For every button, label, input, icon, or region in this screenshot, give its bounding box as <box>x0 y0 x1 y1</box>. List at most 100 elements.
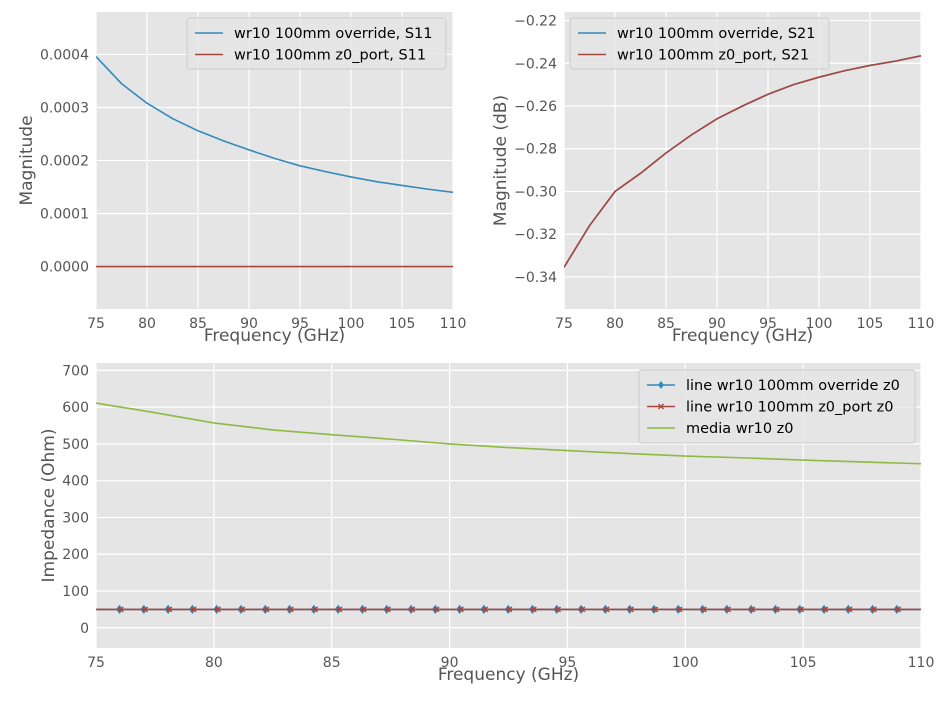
x-tick-label: 105 <box>790 655 817 671</box>
y-tick-label: 0 <box>80 621 89 637</box>
data-point-marker <box>822 606 829 613</box>
data-point-marker <box>312 606 319 613</box>
y-tick-label: 700 <box>62 363 89 379</box>
data-point-marker <box>652 606 659 613</box>
y-tick-label: −0.28 <box>514 142 557 158</box>
legend-marker <box>658 381 664 389</box>
data-point-marker <box>239 606 246 613</box>
data-point-marker <box>530 606 537 613</box>
data-point-marker <box>287 606 294 613</box>
legend-label: wr10 100mm z0_port, S11 <box>234 48 426 64</box>
x-tick-label: 80 <box>606 316 624 332</box>
legend-label: media wr10 z0 <box>686 421 794 437</box>
x-tick-label: 75 <box>87 316 105 332</box>
y-tick-label: −0.30 <box>514 184 557 200</box>
x-tick-label: 105 <box>389 316 416 332</box>
x-axis-label: Frequency (GHz) <box>204 326 345 346</box>
data-point-marker <box>142 606 149 613</box>
x-tick-label: 95 <box>291 316 309 332</box>
x-tick-label: 75 <box>87 655 105 671</box>
y-tick-label: 100 <box>62 584 89 600</box>
x-tick-label: 110 <box>440 316 467 332</box>
y-tick-label: −0.24 <box>514 56 557 72</box>
x-tick-label: 85 <box>323 655 341 671</box>
y-axis-label: Magnitude <box>17 115 37 205</box>
x-tick-label: 80 <box>138 316 156 332</box>
y-tick-label: −0.26 <box>514 99 557 115</box>
x-axis-label: Frequency (GHz) <box>672 326 813 346</box>
data-point-marker <box>797 606 804 613</box>
x-tick-label: 100 <box>338 316 365 332</box>
data-point-marker <box>627 606 634 613</box>
chart-panel-3: 75 80 85 90 95 100 105 110 0 100 200 300 400 500 600 70… <box>39 363 934 685</box>
x-tick-label: 100 <box>672 655 699 671</box>
data-point-marker <box>409 606 416 613</box>
chart-panel-2: 75 80 85 90 95 100 105 110 −0.34 −0.32 −0.30 −0.28 −… <box>491 12 934 346</box>
data-point-marker <box>555 606 562 613</box>
x-tick-label: 85 <box>189 316 207 332</box>
data-point-marker <box>433 606 440 613</box>
legend-label: wr10 100mm z0_port, S21 <box>617 48 809 64</box>
x-tick-label: 90 <box>708 316 726 332</box>
data-point-marker <box>457 606 464 613</box>
y-tick-label: 300 <box>62 510 89 526</box>
y-axis-label: Impedance (Ohm) <box>39 429 59 583</box>
x-tick-label: 80 <box>205 655 223 671</box>
y-tick-label: −0.32 <box>514 227 557 243</box>
data-point-marker <box>749 606 756 613</box>
y-tick-label: 0.0000 <box>40 260 89 276</box>
y-tick-label: 600 <box>62 400 89 416</box>
x-tick-label: 85 <box>657 316 675 332</box>
legend-label: line wr10 100mm z0_port z0 <box>686 400 893 416</box>
x-tick-label: 90 <box>240 316 258 332</box>
data-point-marker <box>700 606 707 613</box>
x-tick-label: 105 <box>857 316 884 332</box>
y-tick-label: 400 <box>62 474 89 490</box>
x-tick-label: 100 <box>806 316 833 332</box>
legend-label: wr10 100mm override, S11 <box>234 26 432 42</box>
legend-box <box>186 17 447 70</box>
y-tick-label: 0.0001 <box>40 207 89 223</box>
data-point-marker <box>384 606 391 613</box>
x-axis-label: Frequency (GHz) <box>438 665 579 685</box>
x-tick-label: 95 <box>559 655 577 671</box>
data-point-marker <box>725 606 732 613</box>
y-axis-label: Magnitude (dB) <box>491 95 511 226</box>
chart-panel-1: 75 80 85 90 95 100 105 110 0.0000 0.0001 0.0002 0.0… <box>17 12 466 346</box>
legend-label: line wr10 100mm override z0 <box>686 378 900 394</box>
series-line-1 <box>96 56 453 194</box>
legend: wr10 100mm override, S11 wr10 100mm z0_po… <box>186 17 447 70</box>
legend: wr10 100mm override, S21 wr10 100mm z0_po… <box>569 17 830 70</box>
data-point-marker <box>482 606 489 613</box>
legend-box <box>638 369 916 444</box>
data-point-marker <box>506 606 513 613</box>
data-point-marker <box>773 606 780 613</box>
data-point-marker <box>117 606 124 613</box>
x-tick-label: 110 <box>908 316 935 332</box>
y-tick-label: 500 <box>62 437 89 453</box>
data-point-marker <box>360 606 367 613</box>
y-tick-label: 200 <box>62 547 89 563</box>
y-tick-label: 0.0004 <box>40 47 89 63</box>
data-point-marker <box>870 606 877 613</box>
legend-box <box>569 17 830 70</box>
y-tick-label: −0.22 <box>514 14 557 30</box>
y-tick-label: 0.0003 <box>40 100 89 116</box>
legend-label: wr10 100mm override, S21 <box>617 26 815 42</box>
data-point-marker <box>579 606 586 613</box>
y-tick-label: −0.34 <box>514 270 557 286</box>
series-line-3 <box>96 402 921 465</box>
data-point-marker <box>336 606 343 613</box>
x-tick-label: 110 <box>908 655 935 671</box>
data-point-marker <box>895 606 902 613</box>
series-line-2 <box>564 55 921 268</box>
data-point-marker <box>214 606 221 613</box>
data-point-marker <box>263 606 270 613</box>
x-tick-label: 90 <box>441 655 459 671</box>
data-point-marker <box>166 606 173 613</box>
legend: line wr10 100mm override z0 line wr10 100… <box>638 369 916 444</box>
x-tick-label: 75 <box>555 316 573 332</box>
x-tick-label: 95 <box>759 316 777 332</box>
legend-marker <box>658 403 664 410</box>
